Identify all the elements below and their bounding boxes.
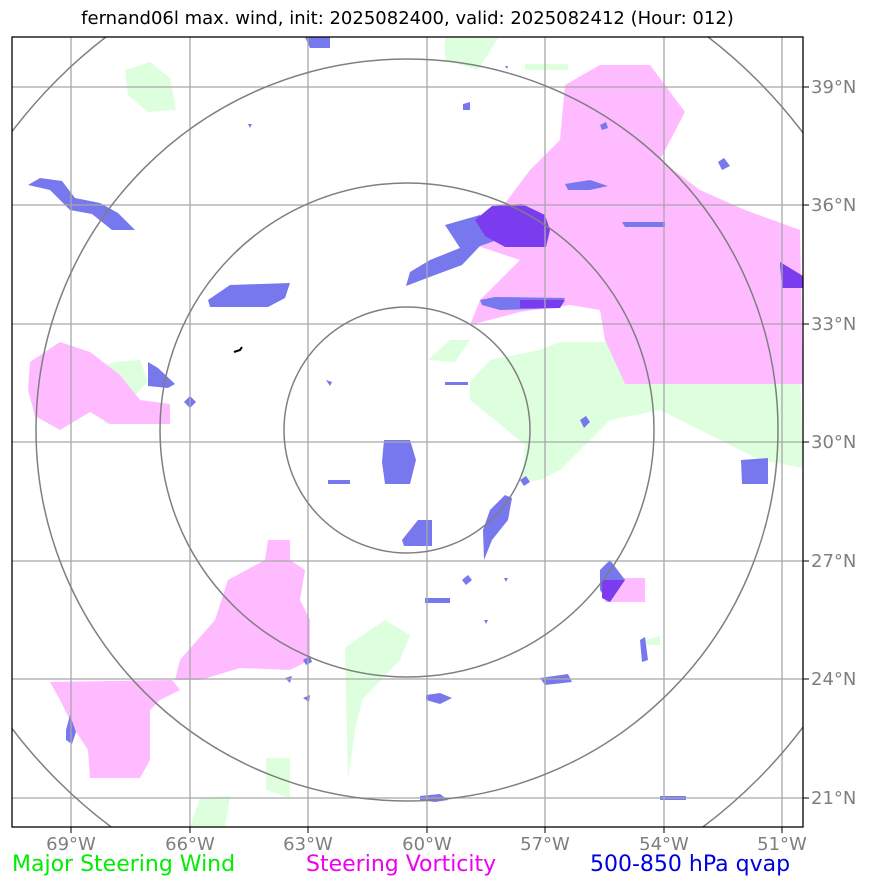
storm-track — [233, 346, 243, 353]
lon-tick-label: 54°W — [639, 834, 689, 855]
range-ring-9deg — [35, 58, 779, 802]
tick-marks — [70, 86, 809, 833]
plot-frame — [11, 36, 804, 828]
lat-tick-label: 39°N — [811, 77, 856, 98]
lon-tick-label: 60°W — [402, 834, 452, 855]
lat-tick-label: 36°N — [811, 195, 856, 216]
range-ring-6deg — [159, 182, 655, 678]
lon-tick-labels: 69°W 66°W 63°W 60°W 57°W 54°W 51°W — [46, 834, 807, 855]
lon-tick-label: 57°W — [520, 834, 570, 855]
lon-tick-label: 66°W — [165, 834, 215, 855]
steering-wind-layer — [95, 38, 803, 827]
chart-title: fernand06l max. wind, init: 2025082400, … — [81, 8, 734, 29]
lat-tick-label: 24°N — [811, 669, 856, 690]
legend-qvap: 500-850 hPa qvap — [590, 852, 791, 877]
lon-tick-label: 69°W — [46, 834, 96, 855]
legend-steering-wind: Major Steering Wind — [12, 852, 236, 877]
lat-tick-label: 27°N — [811, 551, 856, 572]
lon-tick-label: 63°W — [283, 834, 333, 855]
lon-tick-label: 51°W — [757, 834, 807, 855]
lat-tick-label: 21°N — [811, 788, 856, 809]
legend-steering-vorticity: Steering Vorticity — [306, 852, 497, 877]
overlap-layer — [475, 204, 803, 602]
lat-tick-labels: 39°N 36°N 33°N 30°N 27°N 24°N 21°N — [811, 77, 856, 809]
lat-tick-label: 33°N — [811, 314, 856, 335]
gridlines — [12, 37, 803, 827]
range-ring-3deg — [283, 306, 531, 554]
lat-tick-label: 30°N — [811, 432, 856, 453]
